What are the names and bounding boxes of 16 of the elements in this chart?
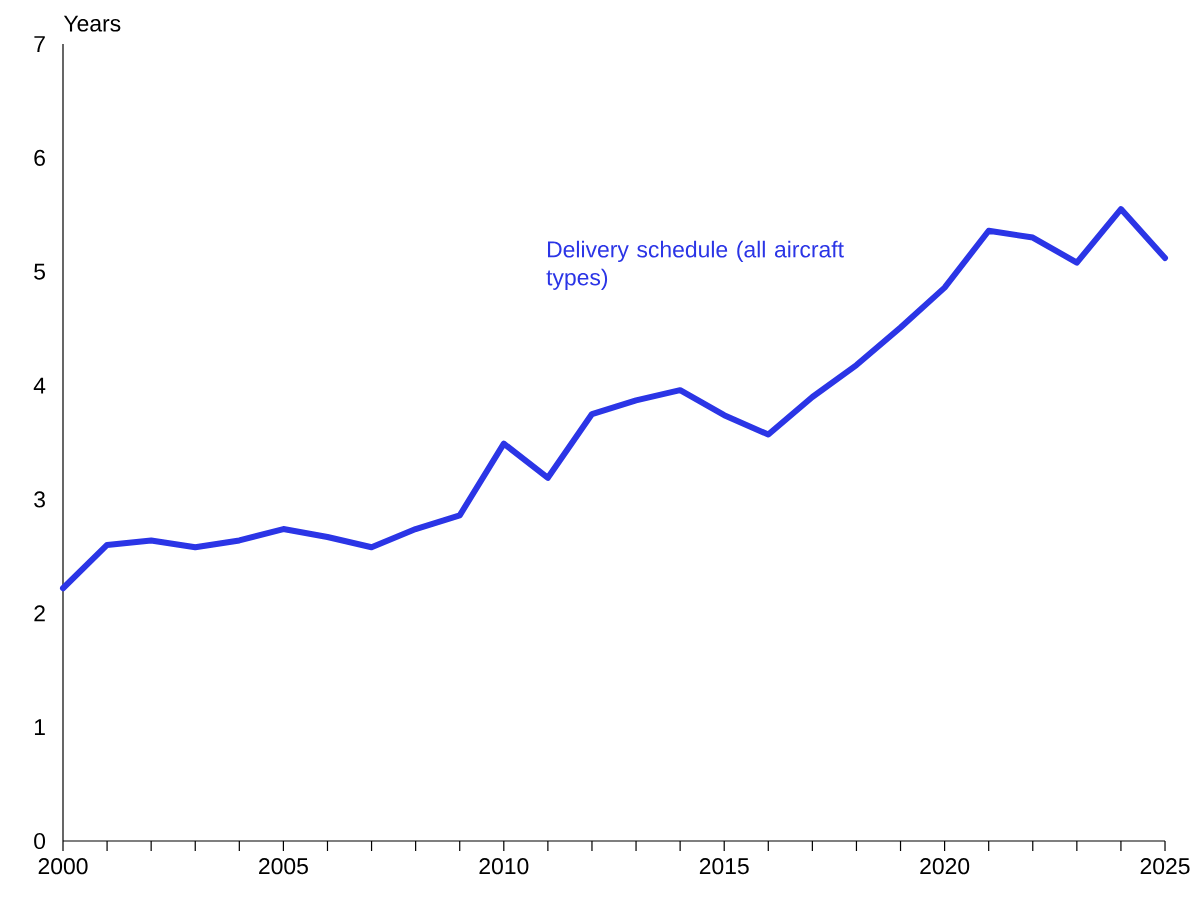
- y-tick-label: 1: [34, 719, 45, 736]
- x-tick-label: 2000: [38, 858, 88, 875]
- x-tick-label: 2005: [259, 858, 308, 875]
- y-axis-title: Years: [63, 15, 121, 32]
- x-tick-label: 2010: [479, 858, 529, 875]
- y-tick-label: 6: [34, 149, 45, 166]
- y-tick-label: 5: [34, 263, 45, 280]
- x-tick-label: 2015: [699, 858, 749, 875]
- y-tick-label: 7: [34, 36, 45, 52]
- y-tick-label: 2: [34, 605, 45, 622]
- x-tick-label: 2020: [920, 858, 970, 875]
- x-tick-label: 2025: [1140, 858, 1190, 875]
- y-tick-label: 4: [33, 377, 46, 394]
- text: Delivery schedule (all aircraft types): [546, 240, 844, 290]
- y-tick-label: 3: [34, 491, 45, 508]
- y-tick-label: 0: [34, 832, 46, 850]
